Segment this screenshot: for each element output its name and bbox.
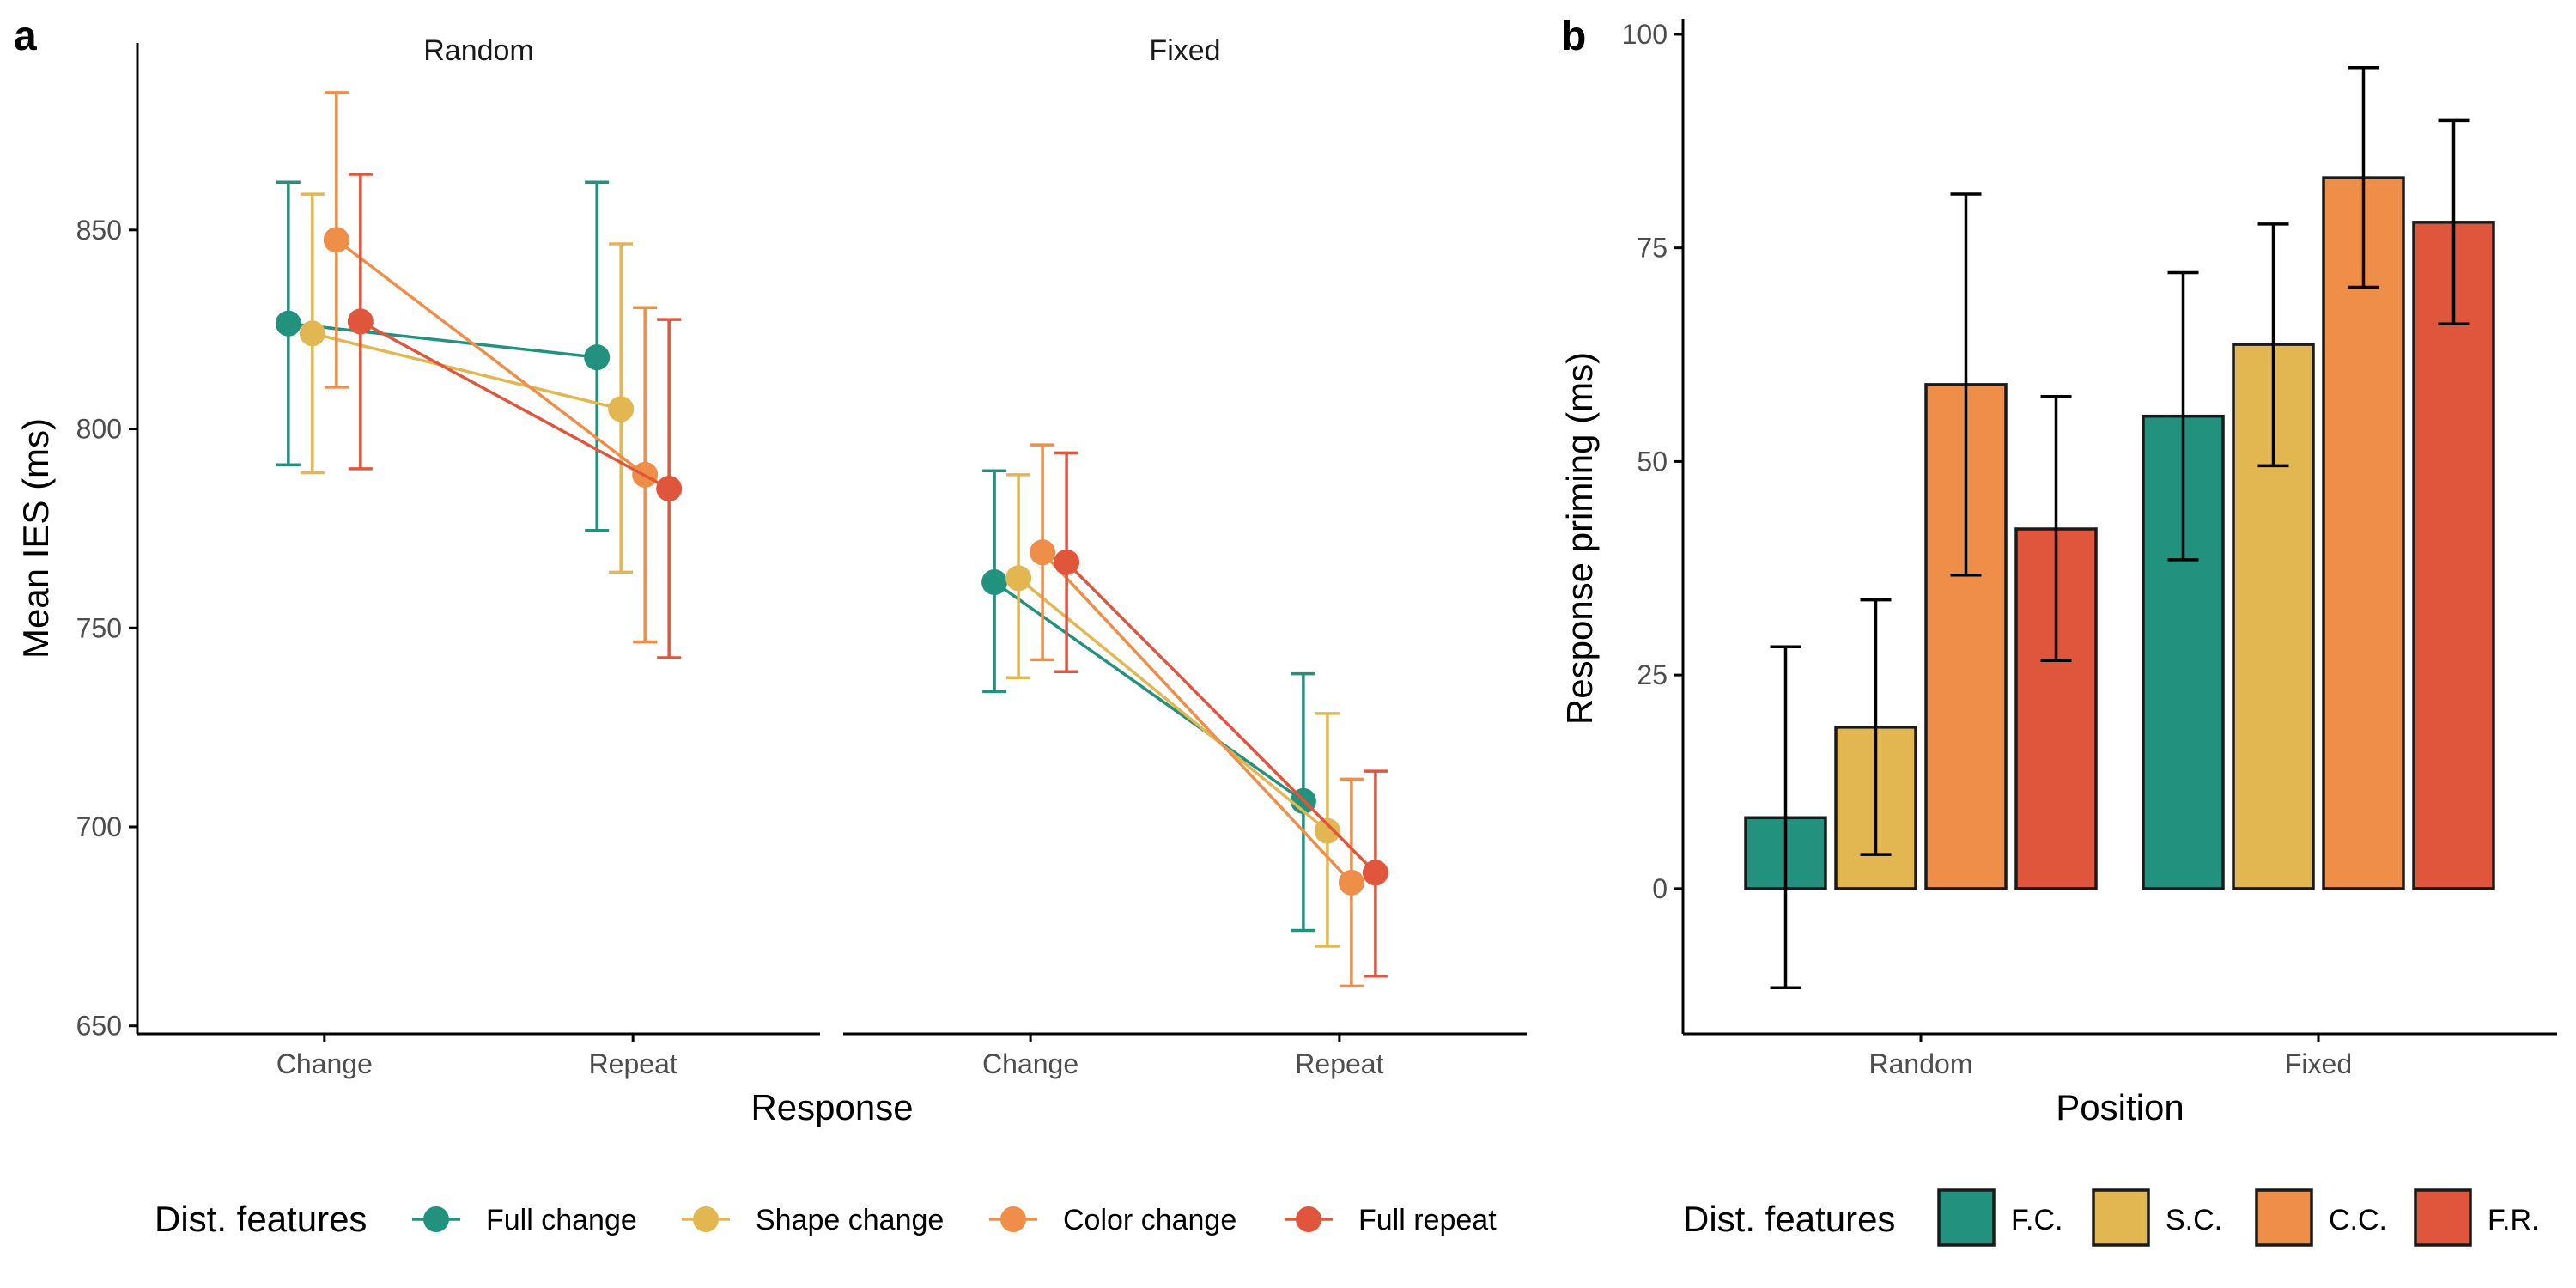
legend-title: Dist. features [1683, 1199, 1895, 1239]
legend-item-shape-change: S.C. [2092, 1188, 2222, 1247]
data-point [275, 310, 301, 337]
y-tick-label: 750 [76, 612, 122, 643]
series-color-change [1030, 443, 1364, 988]
legend-key-swatch [2414, 1188, 2472, 1247]
legend-label: S.C. [2166, 1204, 2222, 1236]
legend-item-full-change: F.C. [1937, 1188, 2063, 1247]
data-point [347, 308, 374, 335]
data-point [323, 227, 349, 253]
data-point [1338, 869, 1364, 896]
legend-key-swatch [2092, 1188, 2150, 1247]
y-tick-label: 650 [76, 1011, 122, 1042]
data-point [981, 568, 1008, 595]
legend-label: Color change [1063, 1204, 1236, 1236]
legend-item-color-change: C.C. [2255, 1188, 2387, 1247]
x-tick-label: Repeat [589, 1048, 677, 1079]
legend-key-point [693, 1206, 719, 1232]
y-tick-label: 0 [1652, 873, 1668, 904]
data-point [584, 344, 611, 371]
y-tick-label: 25 [1637, 659, 1668, 690]
x-axis-title: Response [750, 1087, 913, 1127]
legend: Dist. features Full change Shape change Col… [155, 1199, 1497, 1239]
data-point [1314, 817, 1340, 844]
series-line [288, 321, 598, 359]
series-full-repeat [347, 173, 683, 659]
data-point [1054, 549, 1080, 575]
panel-b-bar-chart: b 0 25 50 75 100 Response priming (ms) Random Fi… [1559, 14, 2557, 1247]
x-tick-label: Random [1869, 1048, 1973, 1079]
series-line [993, 580, 1304, 803]
x-tick-label: Fixed [2285, 1048, 2352, 1079]
data-point [1005, 565, 1032, 592]
legend-key-point [423, 1206, 449, 1232]
legend-title: Dist. features [155, 1199, 367, 1239]
legend: Dist. features F.C. S.C. C.C. F.R. [1683, 1188, 2539, 1247]
x-tick-label: Change [982, 1048, 1078, 1079]
data-point [608, 396, 635, 422]
y-tick-label: 800 [76, 414, 122, 445]
y-tick-label: 100 [1622, 19, 1668, 50]
legend-label: Full repeat [1358, 1204, 1497, 1236]
data-point [656, 476, 683, 502]
legend-key-point [1296, 1206, 1321, 1232]
series-full-change [275, 180, 611, 532]
facet-fixed: Fixed Change Repeat [843, 34, 1527, 1079]
y-tick-label: 50 [1637, 446, 1668, 477]
legend-label: F.C. [2011, 1204, 2063, 1236]
legend-item-full-repeat: F.R. [2414, 1188, 2539, 1247]
legend-item-full-change: Full change [412, 1204, 637, 1236]
series-line [1017, 576, 1329, 832]
data-point [1030, 539, 1056, 566]
legend-item-full-repeat: Full repeat [1285, 1204, 1497, 1236]
panel-letter: a [14, 14, 37, 59]
series-line [335, 239, 647, 477]
facet-strip-label: Fixed [1149, 34, 1220, 67]
series-line [1065, 561, 1377, 874]
x-tick-label: Change [276, 1048, 373, 1079]
series-full-repeat [1054, 451, 1388, 978]
legend-item-color-change: Color change [989, 1204, 1236, 1236]
legend-label: C.C. [2329, 1204, 2387, 1236]
legend-label: F.R. [2488, 1204, 2539, 1236]
y-tick-label: 75 [1637, 233, 1668, 264]
series-color-change [323, 91, 659, 644]
panel-letter: b [1561, 14, 1586, 59]
y-tick-label: 700 [76, 811, 122, 842]
series-full-change [981, 469, 1316, 933]
bar-full-repeat [2412, 221, 2495, 890]
legend-item-shape-change: Shape change [682, 1204, 944, 1236]
data-point [1362, 860, 1388, 886]
legend-key-point [1000, 1206, 1026, 1232]
series-shape-change [299, 192, 635, 574]
series-line [312, 331, 622, 411]
data-point [299, 320, 325, 347]
facet-random: Random Change Repeat [137, 34, 820, 1079]
legend-label: Full change [486, 1204, 637, 1236]
facet-strip-label: Random [423, 34, 534, 67]
panel-a-line-chart: a 650 700 750 800 850 Mean IES (ms) Random Chang… [14, 14, 1527, 1239]
series-line [1041, 551, 1353, 884]
legend-label: Shape change [756, 1204, 944, 1236]
series-line [359, 319, 671, 490]
x-axis-title: Position [2056, 1087, 2184, 1127]
y-tick-label: 850 [76, 215, 122, 246]
y-axis-title: Response priming (ms) [1559, 352, 1600, 725]
y-axis-title: Mean IES (ms) [15, 418, 56, 659]
series-shape-change [1005, 473, 1340, 948]
x-tick-label: Repeat [1295, 1048, 1383, 1079]
legend-key-swatch [2255, 1188, 2313, 1247]
legend-key-swatch [1937, 1188, 1996, 1247]
